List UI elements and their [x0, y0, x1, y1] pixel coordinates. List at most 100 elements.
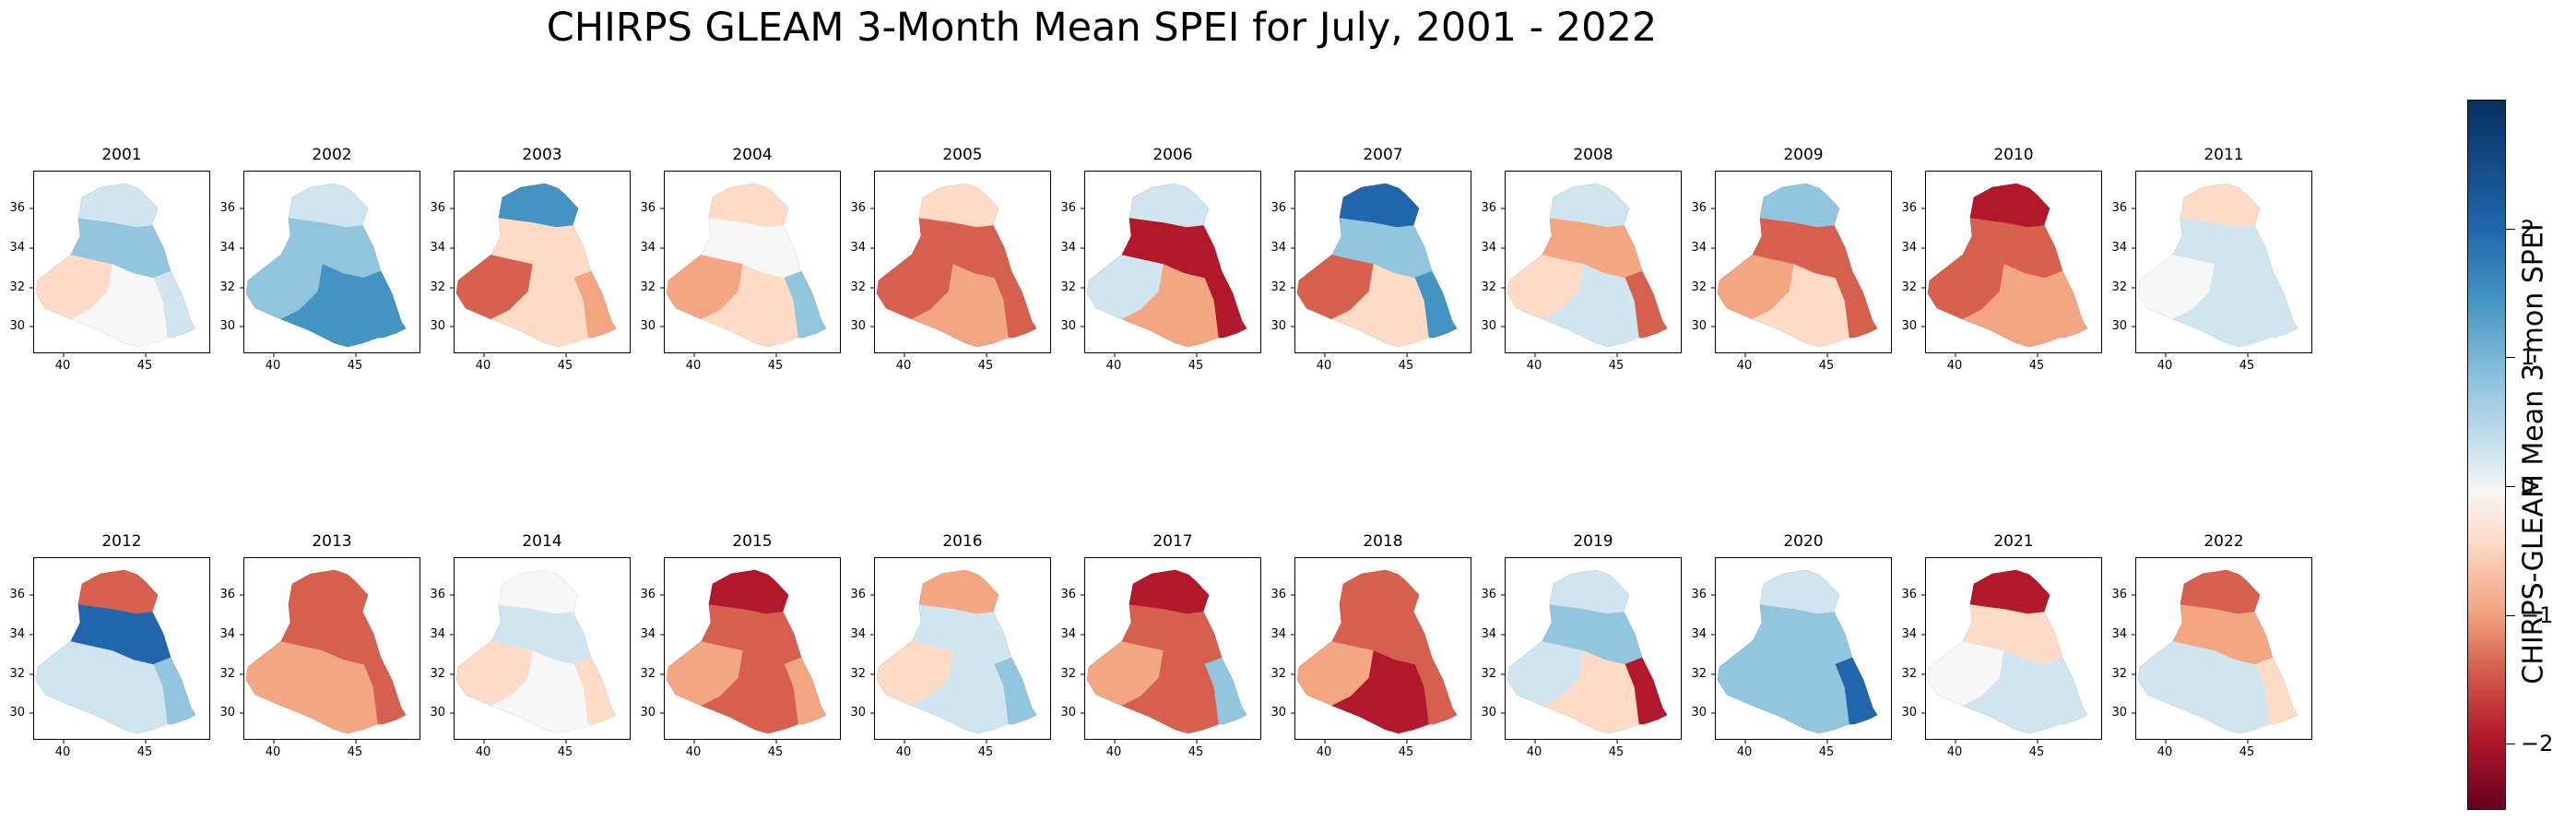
y-tick-label: 32 — [1481, 667, 1496, 681]
x-tick-label: 45 — [2239, 359, 2255, 373]
colorbar-tick-label: 2 — [2521, 215, 2535, 242]
y-tick-label: 32 — [1060, 667, 1076, 681]
x-tick-label: 40 — [1316, 745, 1332, 759]
country-outline — [666, 183, 827, 348]
x-tick-label: 40 — [2157, 359, 2173, 373]
x-tick-label: 45 — [1398, 745, 1414, 759]
x-tick-label: 45 — [1608, 745, 1625, 759]
region-map — [1291, 183, 1458, 357]
x-tick-label: 40 — [1316, 359, 1332, 373]
y-tick-label: 30 — [9, 706, 25, 720]
y-tick-label: 36 — [1060, 588, 1076, 601]
map-panel-2015: 2015 36 34 32 30 40 45 — [640, 532, 841, 759]
y-tick-label: 36 — [2111, 201, 2127, 215]
region-map — [1921, 183, 2088, 357]
map-axes — [1921, 171, 2102, 357]
map-axes — [660, 557, 841, 744]
y-tick-label: 30 — [219, 706, 235, 720]
map-axes — [660, 171, 841, 357]
y-tick-label: 34 — [850, 241, 866, 255]
x-tick-label: 40 — [2157, 745, 2173, 759]
panel-title: 2018 — [1363, 532, 1403, 551]
region-se — [994, 657, 1037, 725]
x-tick-label: 40 — [1736, 359, 1753, 373]
x-tick-label: 45 — [977, 359, 994, 373]
x-tick-label: 40 — [475, 359, 491, 373]
map-axes — [450, 557, 631, 744]
x-tick-label: 45 — [136, 359, 153, 373]
panel-title: 2013 — [312, 532, 352, 551]
y-tick-label: 32 — [640, 667, 656, 681]
colorbar-tick-mark — [2506, 485, 2515, 487]
y-tick-label: 30 — [1270, 319, 1286, 333]
map-panel-2009: 2009 36 34 32 30 40 45 — [1691, 146, 1892, 373]
region-map — [1081, 183, 1247, 357]
x-tick-label: 45 — [1608, 359, 1625, 373]
region-se — [2045, 270, 2088, 339]
map-panel-2005: 2005 36 34 32 30 40 45 — [850, 146, 1051, 373]
map-panel-2006: 2006 36 34 32 30 40 45 — [1060, 146, 1261, 373]
region-n — [1339, 183, 1420, 228]
region-n — [918, 569, 999, 614]
region-n — [1969, 183, 2050, 228]
map-panel-2016: 2016 36 34 32 30 40 45 — [850, 532, 1051, 759]
x-tick-label: 40 — [265, 745, 281, 759]
y-tick-label: 32 — [219, 280, 235, 294]
region-n — [77, 183, 159, 228]
region-n — [918, 183, 999, 228]
y-tick-label: 30 — [430, 319, 445, 333]
y-tick-label: 30 — [1901, 319, 1917, 333]
y-tick-label: 30 — [1270, 706, 1286, 720]
y-tick-label: 30 — [850, 319, 866, 333]
panel-title: 2014 — [522, 532, 562, 551]
map-panel-2019: 2019 36 34 32 30 40 45 — [1481, 532, 1682, 759]
country-outline — [876, 183, 1037, 348]
y-tick-label: 34 — [430, 627, 445, 641]
x-tick-label: 45 — [136, 745, 153, 759]
y-tick-label: 34 — [430, 241, 445, 255]
country-outline — [2137, 569, 2298, 734]
region-map — [30, 183, 196, 357]
panel-title: 2012 — [101, 532, 142, 551]
y-tick-label: 32 — [640, 280, 656, 294]
y-tick-label: 34 — [9, 627, 25, 641]
region-n — [498, 183, 579, 228]
x-tick-label: 40 — [1105, 745, 1122, 759]
y-tick-label: 34 — [1901, 627, 1917, 641]
panel-title: 2017 — [1152, 532, 1193, 551]
colorbar-tick-label: −1 — [2521, 601, 2554, 628]
region-map — [1711, 569, 1878, 744]
panel-title: 2016 — [942, 532, 983, 551]
panel-title: 2008 — [1573, 146, 1613, 164]
panel-title: 2003 — [522, 146, 562, 164]
region-se — [784, 270, 827, 339]
region-map — [240, 569, 407, 744]
y-tick-label: 36 — [1901, 588, 1917, 601]
x-tick-label: 40 — [1946, 359, 1963, 373]
region-n — [1759, 569, 1840, 614]
map-panel-2021: 2021 36 34 32 30 40 45 — [1901, 532, 2102, 759]
country-outline — [35, 569, 196, 734]
region-se — [1204, 270, 1247, 339]
region-n — [2180, 569, 2261, 614]
region-map — [870, 183, 1037, 357]
y-tick-label: 36 — [9, 588, 25, 601]
panel-title: 2011 — [2204, 146, 2244, 164]
y-tick-label: 36 — [1691, 588, 1707, 601]
panel-title: 2019 — [1573, 532, 1613, 551]
region-map — [1501, 569, 1668, 744]
country-outline — [1927, 569, 2088, 734]
x-tick-label: 40 — [685, 359, 702, 373]
x-tick-label: 45 — [347, 359, 363, 373]
y-tick-label: 30 — [1901, 706, 1917, 720]
map-axes — [870, 171, 1051, 357]
y-tick-label: 32 — [1691, 280, 1707, 294]
colorbar-tick-label: 0 — [2521, 472, 2535, 499]
region-map — [30, 569, 196, 744]
country-outline — [245, 183, 407, 348]
colorbar-gradient — [2467, 100, 2506, 810]
x-tick-label: 40 — [54, 745, 71, 759]
country-outline — [35, 183, 196, 348]
y-tick-label: 36 — [2111, 588, 2127, 601]
region-map — [2132, 183, 2298, 357]
